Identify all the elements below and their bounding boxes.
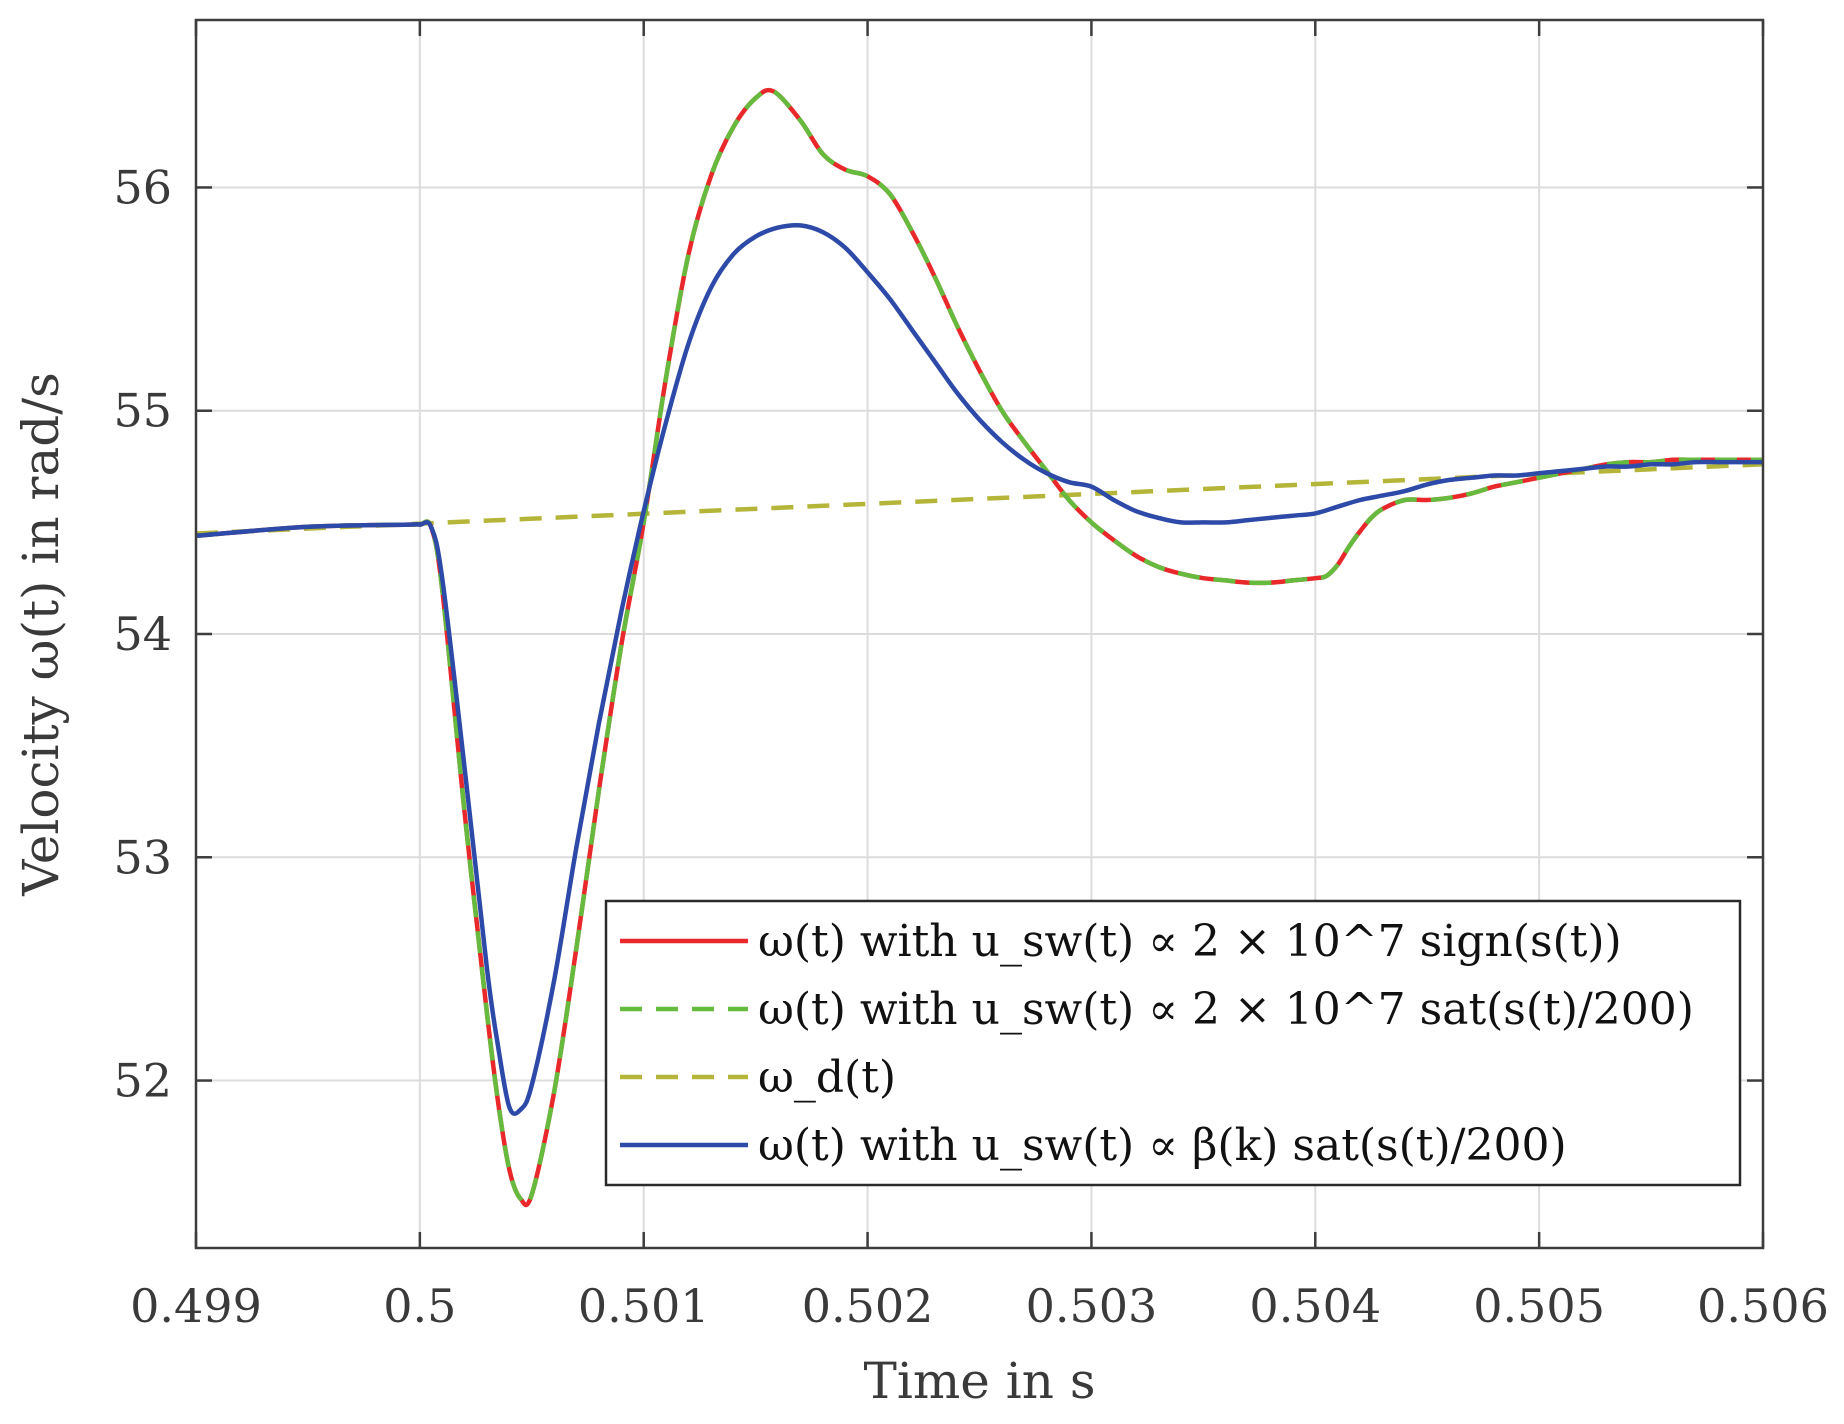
legend-label-2: ω(t) with u_sw(t) ∝ 2 × 10^7 sat(s(t)/20… bbox=[758, 984, 1694, 1035]
x-axis-title: Time in s bbox=[864, 1352, 1096, 1410]
x-tick-label: 0.503 bbox=[1026, 1279, 1158, 1333]
x-tick-label: 0.499 bbox=[130, 1279, 262, 1333]
series-line-4 bbox=[196, 222, 1763, 1117]
x-tick-label: 0.501 bbox=[578, 1279, 710, 1333]
series-line-2 bbox=[196, 87, 1763, 1208]
y-axis-title: Velocity ω(t) in rad/s bbox=[12, 372, 70, 897]
y-tick-label: 53 bbox=[113, 830, 172, 884]
y-tick-label: 54 bbox=[113, 607, 172, 661]
x-tick-labels: 0.499 0.5 0.501 0.502 0.503 0.504 0.505 0.506 bbox=[130, 1279, 1829, 1333]
y-tick-label: 52 bbox=[113, 1054, 172, 1108]
legend: ω(t) with u_sw(t) ∝ 2 × 10^7 sign(s(t)) ω… bbox=[604, 899, 1742, 1187]
x-tick-label: 0.506 bbox=[1697, 1279, 1829, 1333]
x-tick-label: 0.5 bbox=[383, 1279, 456, 1333]
series-layer bbox=[196, 87, 1763, 1208]
x-tick-label: 0.504 bbox=[1249, 1279, 1381, 1333]
y-tick-label: 56 bbox=[113, 160, 172, 214]
x-tick-label: 0.502 bbox=[802, 1279, 934, 1333]
legend-label-3: ω_d(t) bbox=[758, 1052, 896, 1103]
legend-label-4: ω(t) with u_sw(t) ∝ β(k) sat(s(t)/200) bbox=[758, 1120, 1567, 1171]
ticks bbox=[194, 20, 1765, 1248]
legend-box bbox=[604, 899, 1742, 1187]
y-tick-label: 55 bbox=[113, 384, 172, 438]
y-tick-labels: 52 53 54 55 56 bbox=[113, 160, 172, 1107]
x-tick-label: 0.505 bbox=[1473, 1279, 1605, 1333]
legend-label-1: ω(t) with u_sw(t) ∝ 2 × 10^7 sign(s(t)) bbox=[758, 916, 1622, 967]
